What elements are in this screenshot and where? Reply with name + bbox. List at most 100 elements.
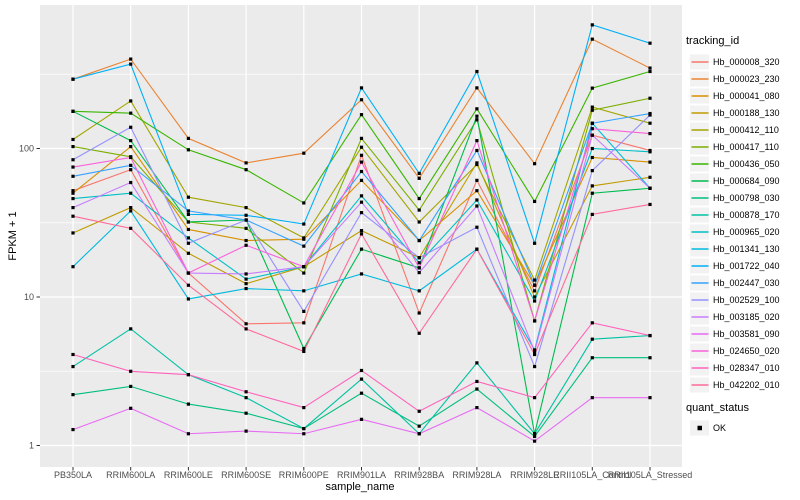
data-point — [129, 369, 133, 373]
x-tick-label: RRIM600LA — [106, 470, 155, 480]
data-point — [648, 121, 652, 125]
data-point — [302, 222, 306, 226]
data-point — [359, 98, 364, 102]
data-point — [590, 212, 594, 216]
data-point — [71, 427, 75, 432]
data-point — [475, 148, 479, 153]
x-axis-title: sample_name — [325, 481, 395, 493]
data-point — [186, 227, 190, 232]
data-point — [302, 349, 306, 354]
data-point — [244, 243, 248, 247]
data-point — [417, 424, 421, 428]
legend-item-label: Hb_000417_110 — [713, 142, 779, 152]
x-tick-label: RRIM600SE — [221, 470, 271, 480]
data-point — [648, 356, 652, 360]
data-point — [359, 153, 364, 157]
data-point — [244, 161, 248, 165]
data-point — [359, 391, 364, 395]
data-point — [417, 196, 421, 201]
data-point — [590, 127, 594, 131]
data-point — [129, 209, 133, 213]
data-point — [590, 86, 594, 90]
legend-item-label: Hb_003185_020 — [713, 312, 780, 322]
data-point — [590, 155, 594, 160]
data-point — [417, 311, 421, 315]
data-point — [359, 178, 364, 182]
data-point — [244, 286, 248, 291]
data-point — [533, 434, 537, 439]
data-point — [648, 175, 652, 179]
data-point — [71, 174, 75, 178]
data-point — [590, 121, 594, 125]
data-point — [244, 168, 248, 172]
data-point — [590, 321, 594, 325]
y-tick-label: 10 — [24, 292, 34, 302]
data-point — [359, 232, 364, 236]
x-tick-label: RRIM600PE — [279, 470, 329, 480]
data-point — [590, 133, 594, 137]
data-point — [475, 189, 479, 193]
data-point — [71, 165, 75, 169]
data-point — [533, 162, 537, 166]
x-tick-label: RRIM928LE — [510, 470, 559, 480]
data-point — [359, 368, 364, 373]
data-point — [71, 158, 75, 162]
data-point — [359, 417, 364, 421]
data-point — [648, 41, 652, 45]
x-tick-label: RRIM600LE — [164, 470, 213, 480]
quant-status-label: OK — [713, 423, 726, 433]
data-point — [359, 272, 364, 276]
legend-item-label: Hb_001722_040 — [713, 261, 780, 271]
data-point — [186, 402, 190, 406]
data-point — [359, 247, 364, 251]
data-point — [359, 136, 364, 140]
data-point — [475, 204, 479, 208]
legend-item-label: Hb_000798_030 — [713, 193, 780, 203]
data-point — [129, 226, 133, 230]
legend-item-label: Hb_002529_100 — [713, 295, 780, 305]
data-point — [186, 297, 190, 301]
data-point — [359, 86, 364, 90]
data-point — [648, 333, 652, 338]
data-point — [475, 107, 479, 111]
legend-item-label: Hb_000188_130 — [713, 108, 780, 118]
y-tick-label: 100 — [19, 144, 34, 154]
data-point — [475, 225, 479, 229]
legend-item-label: Hb_002447_030 — [713, 278, 780, 288]
data-point — [129, 180, 133, 185]
data-point — [302, 426, 306, 431]
legend-item-label: Hb_000412_110 — [713, 125, 779, 135]
data-point — [590, 168, 594, 173]
data-point — [475, 379, 479, 384]
data-point — [359, 169, 364, 174]
legend-item-label: Hb_003581_090 — [713, 329, 780, 339]
data-point — [417, 238, 421, 243]
data-point — [533, 199, 537, 204]
data-point — [244, 390, 248, 394]
data-point — [302, 289, 306, 293]
data-point — [71, 231, 75, 235]
legend-item-label: Hb_000008_320 — [713, 57, 780, 67]
data-point — [244, 282, 248, 286]
legend-item-label: Hb_000965_020 — [713, 227, 780, 237]
data-point — [533, 289, 537, 293]
data-point — [533, 439, 537, 443]
data-point — [129, 163, 133, 167]
legend-item-label: Hb_000041_080 — [713, 91, 780, 101]
data-point — [302, 151, 306, 155]
data-point — [186, 432, 190, 436]
legend-item-label: Hb_000436_050 — [713, 159, 780, 169]
data-point — [417, 176, 421, 180]
data-point — [475, 162, 479, 167]
data-point — [417, 261, 421, 265]
data-point — [71, 393, 75, 397]
data-point — [244, 272, 248, 276]
data-point — [648, 202, 652, 207]
data-point — [648, 66, 652, 70]
legend-item-label: Hb_001341_130 — [713, 244, 780, 254]
data-point — [129, 99, 133, 103]
data-point — [475, 114, 479, 118]
data-point — [533, 432, 537, 436]
data-point — [648, 69, 652, 74]
data-point — [533, 283, 537, 287]
